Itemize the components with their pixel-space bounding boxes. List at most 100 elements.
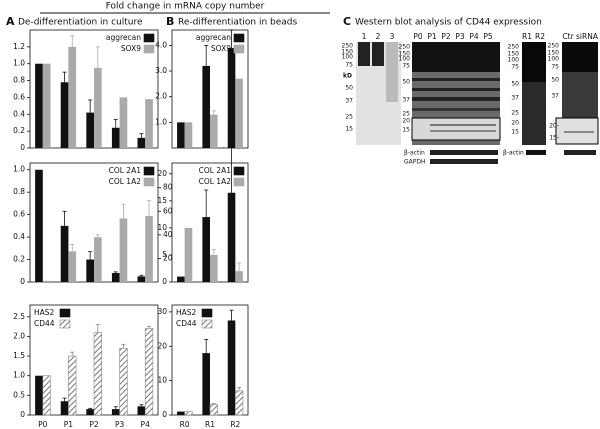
bar <box>86 409 94 415</box>
mw-marker: 15 <box>345 126 353 133</box>
lane-label: siRNA <box>576 32 599 41</box>
panel-letter: A <box>6 15 15 28</box>
y-tick-label: 0.2 <box>13 255 25 264</box>
bar <box>68 46 77 148</box>
bar <box>184 411 193 416</box>
y-tick-label: 0.8 <box>13 187 25 196</box>
y-tick-label: 30 <box>157 307 167 316</box>
legend-swatch <box>143 44 155 54</box>
bar <box>42 280 51 282</box>
bar <box>60 225 69 282</box>
x-tick-label: P0 <box>38 420 48 429</box>
y-tick-label: 4.0 <box>155 40 167 49</box>
mw-marker: 20 <box>511 120 519 127</box>
bar <box>137 406 146 415</box>
y-tick-label: 0 <box>20 410 25 419</box>
bar <box>111 273 120 282</box>
legend-swatch <box>233 166 245 176</box>
bar <box>94 237 102 282</box>
bar <box>42 375 51 416</box>
y-tick-label: 0.6 <box>13 92 25 101</box>
legend-label: HAS2 <box>34 308 55 317</box>
bar <box>60 401 69 415</box>
lane-label: R1 <box>522 32 532 41</box>
bar <box>184 227 193 282</box>
bar <box>202 353 210 415</box>
bar <box>35 169 43 282</box>
legend-swatch <box>201 319 213 329</box>
bar <box>93 332 102 416</box>
bar <box>137 276 146 282</box>
bar <box>235 271 243 282</box>
legend-label: SOX9 <box>211 44 231 53</box>
mw-marker: 50 <box>402 79 410 86</box>
mw-marker: 37 <box>551 93 559 100</box>
loading-control: GAPDH <box>404 159 426 166</box>
lane-label: P5 <box>483 32 493 41</box>
bar <box>86 112 94 148</box>
bar <box>210 254 218 282</box>
bar <box>235 78 243 148</box>
y-tick-label: 20 <box>157 169 167 178</box>
panel-title: Western blot analysis of CD44 expression <box>355 18 542 28</box>
mw-marker: 75 <box>551 64 559 71</box>
bar <box>227 320 236 415</box>
legend-label: CD44 <box>34 319 55 328</box>
mw-marker: 37 <box>402 97 410 104</box>
mw-marker: 15 <box>402 127 410 134</box>
y2-tick-label: 80 <box>163 183 173 192</box>
bar <box>42 63 51 148</box>
legend-label: HAS2 <box>176 308 197 317</box>
y-tick-label: 1.0 <box>155 117 167 126</box>
bar <box>119 218 128 282</box>
lane-label: 1 <box>362 32 367 41</box>
mw-marker: 37 <box>345 98 353 105</box>
y-tick-label: 20 <box>157 341 167 350</box>
y-tick-label: 1.0 <box>13 59 25 68</box>
mw-marker: 25 <box>345 114 353 121</box>
bar <box>184 122 193 148</box>
legend-swatch <box>233 33 245 43</box>
bar <box>202 217 210 282</box>
bar <box>119 97 128 148</box>
lane-label: P3 <box>455 32 465 41</box>
blot-unit: kD <box>343 73 352 80</box>
bar <box>177 411 185 415</box>
bar <box>35 63 43 148</box>
bar <box>94 67 102 148</box>
y-tick-label: 0.2 <box>13 126 25 135</box>
y-tick-label: 1.0 <box>13 165 25 174</box>
y-tick-label: 10 <box>157 376 167 385</box>
lane-label: 2 <box>376 32 381 41</box>
legend-label: COL 1A2 <box>199 177 232 186</box>
mw-marker: 50 <box>511 81 519 88</box>
lane-label: P1 <box>427 32 437 41</box>
y-tick-label: 5 <box>162 250 167 259</box>
mw-marker: 100 <box>548 56 560 63</box>
legend-swatch <box>143 166 155 176</box>
mw-marker: 15- <box>549 135 559 142</box>
mw-marker: 250 <box>399 44 411 51</box>
mw-marker: 150 <box>508 51 520 58</box>
y-tick-label: 2.5 <box>13 312 25 321</box>
loading-control: β-actin <box>503 150 524 157</box>
bar <box>86 259 94 282</box>
x-tick-label: R1 <box>205 420 215 429</box>
y-tick-label: 1.5 <box>13 351 25 360</box>
mw-marker: 150 <box>399 51 411 58</box>
y2-tick-label: 60 <box>163 206 173 215</box>
bar <box>119 347 128 416</box>
bar <box>235 390 244 416</box>
mw-marker: 75 <box>402 63 410 70</box>
y-tick-label: 1.2 <box>13 42 25 51</box>
legend-swatch <box>59 308 71 318</box>
bar <box>177 122 185 148</box>
lane-label: R2 <box>535 32 545 41</box>
legend-label: aggrecan <box>106 33 141 42</box>
mw-marker: 250 <box>548 43 560 50</box>
x-tick-label: R2 <box>230 420 240 429</box>
legend-swatch <box>233 44 245 54</box>
mw-marker: 15 <box>511 129 519 136</box>
y-tick-label: 0.5 <box>13 390 25 399</box>
